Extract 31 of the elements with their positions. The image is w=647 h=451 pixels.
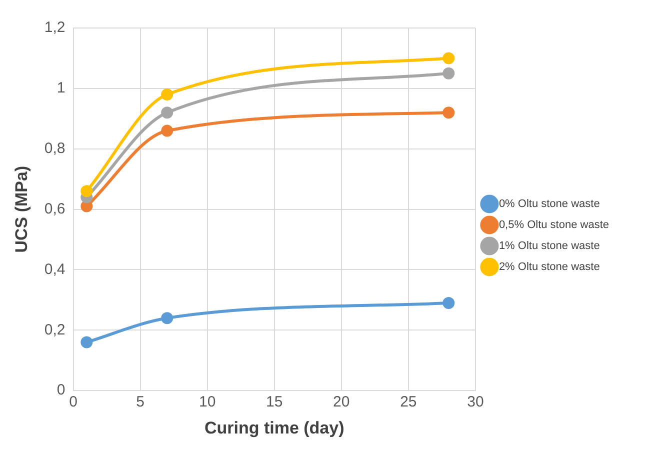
x-tick-label: 0 xyxy=(69,394,78,411)
point xyxy=(161,124,174,137)
legend-label: 0% Oltu stone waste xyxy=(498,198,600,210)
y-tick-label: 0 xyxy=(56,382,66,399)
x-tick-label: 15 xyxy=(266,394,283,411)
point xyxy=(442,67,455,80)
x-tick-label: 10 xyxy=(198,394,216,411)
y-axis-title: UCS (MPa) xyxy=(12,166,31,253)
x-tick-label: 25 xyxy=(400,394,417,411)
point xyxy=(161,88,174,100)
x-tick-label: 5 xyxy=(136,394,144,411)
point xyxy=(80,185,93,198)
y-tick-label: 0,6 xyxy=(44,200,66,218)
y-tick-label: 0,8 xyxy=(44,140,66,158)
y-tick-label: 1 xyxy=(56,80,66,97)
point xyxy=(161,312,174,324)
y-tick-label: 0,2 xyxy=(44,321,66,338)
x-tick-label: 20 xyxy=(333,394,350,411)
legend-label: 1% Oltu stone waste xyxy=(498,240,600,252)
y-tick-label: 1,2 xyxy=(44,19,66,36)
x-axis-title: Curing time (day) xyxy=(204,418,344,438)
point xyxy=(80,200,93,212)
y-tick-label: 0,4 xyxy=(44,260,66,278)
point xyxy=(442,296,455,309)
legend-label: 0,5% Oltu stone waste xyxy=(498,219,610,232)
legend-label: 2% Oltu stone waste xyxy=(498,261,600,274)
point xyxy=(442,52,455,64)
point xyxy=(80,336,93,348)
point xyxy=(161,106,174,119)
point xyxy=(442,106,455,119)
x-tick-label: 30 xyxy=(467,394,484,411)
